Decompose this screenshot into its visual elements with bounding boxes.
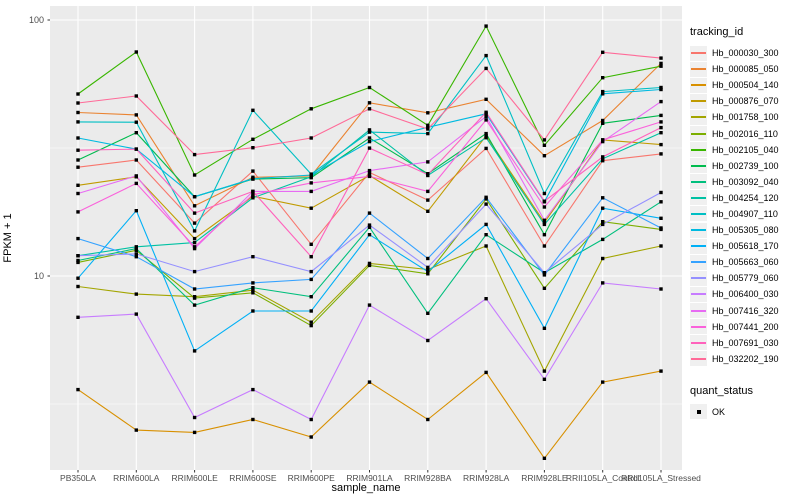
legend-key-line-icon <box>690 238 707 254</box>
panel-background <box>50 6 682 470</box>
x-tick-label-PB350LA: PB350LA <box>60 473 96 483</box>
legend-label: Hb_032202_190 <box>712 353 779 364</box>
legend-key-line-icon <box>690 335 707 351</box>
quant-ok-key <box>690 404 707 420</box>
legend-item-Hb_007441_200: Hb_007441_200 <box>690 319 798 335</box>
legend-key-line-icon <box>690 142 707 158</box>
x-tick-label-RRIM928LA: RRIM928LA <box>463 473 510 483</box>
legend-key-line-icon <box>690 222 707 238</box>
legend-label: Hb_000876_070 <box>712 96 779 107</box>
legend-key-line-icon <box>690 126 707 142</box>
legend-key-line-icon <box>690 303 707 319</box>
legend-key-line-icon <box>690 206 707 222</box>
legend-label: Hb_000085_050 <box>712 64 779 75</box>
legend-item-Hb_000876_070: Hb_000876_070 <box>690 93 798 109</box>
data-points <box>76 24 663 460</box>
legend-label: Hb_007441_200 <box>712 321 779 332</box>
legend-key-line-icon <box>690 270 707 286</box>
legend-item-quant-ok: OK <box>690 404 798 420</box>
gridlines <box>50 6 682 470</box>
legend-items: Hb_000030_300 Hb_000085_050 Hb_000504_140 H… <box>690 45 798 367</box>
legend-key-line-icon <box>690 93 707 109</box>
legend-label: Hb_005663_060 <box>712 257 779 268</box>
legend-title-tracking-id: tracking_id <box>690 26 744 38</box>
legend-title-quant-status: quant_status <box>690 384 753 397</box>
legend-label: Hb_003092_040 <box>712 176 779 187</box>
legend-item-Hb_004907_110: Hb_004907_110 <box>690 206 798 222</box>
legend-key-line-icon <box>690 319 707 335</box>
legend-item-Hb_002105_040: Hb_002105_040 <box>690 142 798 158</box>
legend-key-line-icon <box>690 286 707 302</box>
x-tick-label-RRII105LA_Control: RRII105LA_Control <box>566 473 640 483</box>
legend-item-Hb_001758_100: Hb_001758_100 <box>690 109 798 125</box>
legend-key-line-icon <box>690 190 707 206</box>
legend-label: Hb_001758_100 <box>712 112 779 123</box>
legend-item-Hb_000085_050: Hb_000085_050 <box>690 61 798 77</box>
legend-item-Hb_000504_140: Hb_000504_140 <box>690 77 798 93</box>
legend-label: Hb_005305_080 <box>712 225 779 236</box>
legend-item-Hb_002016_110: Hb_002016_110 <box>690 125 798 142</box>
x-tick-label-RRIM928BA: RRIM928BA <box>404 473 452 483</box>
x-tick-label-RRIM600LE: RRIM600LE <box>171 473 218 483</box>
legend-key-line-icon <box>690 351 707 367</box>
x-tick-label-RRII105LA_Stressed: RRII105LA_Stressed <box>621 473 701 483</box>
legend-item-Hb_005618_170: Hb_005618_170 <box>690 238 798 254</box>
legend-item-Hb_002739_100: Hb_002739_100 <box>690 158 798 174</box>
legend-label: Hb_002105_040 <box>712 144 779 155</box>
legend-label: Hb_004907_110 <box>712 208 778 219</box>
legend-label: Hb_007691_030 <box>712 337 779 348</box>
legend-label: Hb_002739_100 <box>712 160 779 171</box>
x-tick-label-RRIM928LE: RRIM928LE <box>521 473 568 483</box>
legend-label: Hb_004254_120 <box>712 192 779 203</box>
legend-label: Hb_000030_300 <box>712 48 779 59</box>
legend-label: Hb_007416_320 <box>712 305 779 316</box>
x-axis-title: sample_name <box>331 482 401 494</box>
quant-ok-label: OK <box>712 406 726 417</box>
legend-key-line-icon <box>690 158 707 174</box>
legend-label: Hb_005779_060 <box>712 273 779 284</box>
x-tick-label-RRIM901LA: RRIM901LA <box>346 473 393 483</box>
legend-key-line-icon <box>690 45 707 61</box>
legend-item-Hb_005779_060: Hb_005779_060 <box>690 270 798 286</box>
legend-label: Hb_000504_140 <box>712 80 779 91</box>
legend-item-Hb_005305_080: Hb_005305_080 <box>690 222 798 238</box>
legend-item-Hb_007416_320: Hb_007416_320 <box>690 303 798 319</box>
legend-key-line-icon <box>690 174 707 190</box>
legend-item-Hb_005663_060: Hb_005663_060 <box>690 254 798 270</box>
y-tick-label: 10 <box>34 271 44 281</box>
legend-item-Hb_003092_040: Hb_003092_040 <box>690 174 798 190</box>
legend-item-Hb_032202_190: Hb_032202_190 <box>690 351 798 367</box>
x-tick-label-RRIM600SE: RRIM600SE <box>229 473 277 483</box>
legend-key-line-icon <box>690 254 707 270</box>
legend-item-Hb_007691_030: Hb_007691_030 <box>690 335 798 351</box>
legend-item-Hb_004254_120: Hb_004254_120 <box>690 190 798 206</box>
y-axis-title: FPKM + 1 <box>2 213 14 263</box>
y-tick-label: 100 <box>29 15 44 25</box>
legend-key-line-icon <box>690 61 707 77</box>
legend-item-Hb_000030_300: Hb_000030_300 <box>690 45 798 61</box>
legend: tracking_id Hb_000030_300 Hb_000085_050 Hb… <box>690 26 798 420</box>
legend-label: Hb_002016_110 <box>712 128 778 139</box>
legend-key-line-icon <box>690 77 707 93</box>
axis-labels: 100 10 PB350LA RRIM600LA RRIM600LE RRIM600SE R… <box>29 15 701 483</box>
x-tick-label-RRIM600LA: RRIM600LA <box>113 473 160 483</box>
legend-item-Hb_006400_030: Hb_006400_030 <box>690 286 798 302</box>
legend-label: Hb_006400_030 <box>712 289 779 300</box>
x-tick-label-RRIM600PE: RRIM600PE <box>288 473 336 483</box>
legend-label: Hb_005618_170 <box>712 241 779 252</box>
legend-key-line-icon <box>690 109 707 125</box>
square-point-icon <box>696 409 701 414</box>
